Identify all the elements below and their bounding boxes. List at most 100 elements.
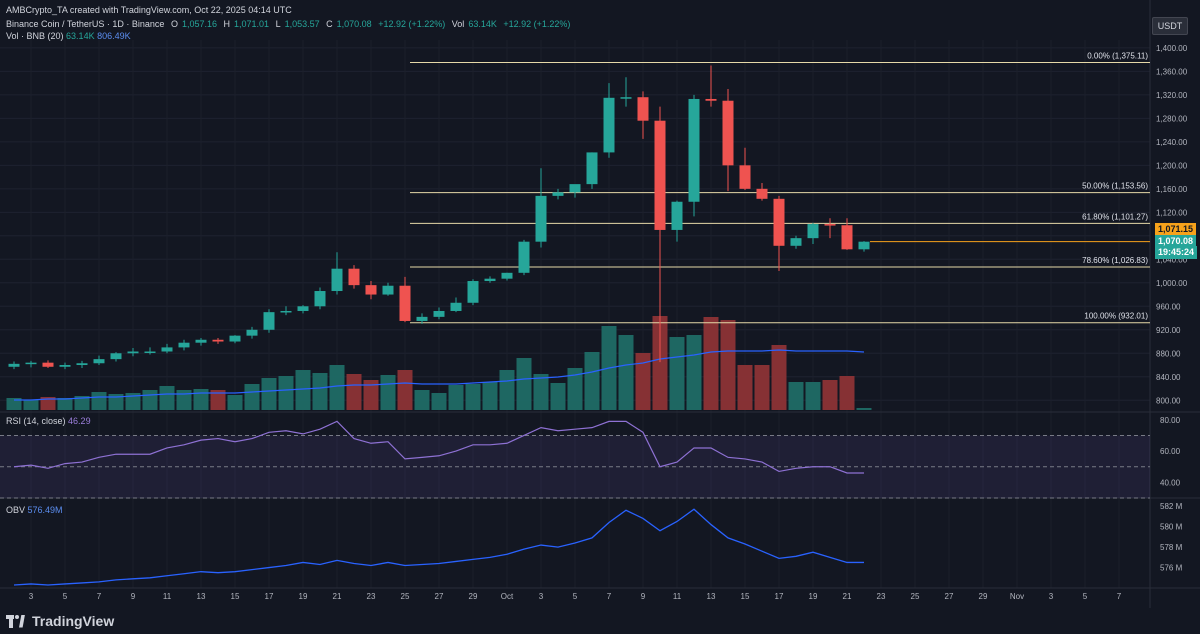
ohlc-row: Binance Coin / TetherUS · 1D · Binance O… — [6, 19, 574, 29]
time-axis-label: 25 — [401, 592, 410, 601]
volume-bar — [210, 390, 226, 410]
volume-bar — [669, 337, 685, 410]
time-axis-label: 5 — [63, 592, 68, 601]
volume-bar — [805, 382, 821, 410]
time-axis-label: 27 — [435, 592, 444, 601]
volume-bar — [754, 365, 770, 410]
candle-body — [620, 97, 632, 99]
obv-legend[interactable]: OBV 576.49M — [6, 505, 63, 515]
fibonacci-retracement[interactable]: 0.00% (1,375.11) 50.00% (1,153.56) 61.80% … — [410, 51, 1150, 324]
candle-body — [654, 120, 666, 230]
candle-body — [501, 272, 513, 279]
candle-body — [824, 224, 836, 226]
candle-body — [433, 310, 445, 317]
vol-change: +12.92 (+1.22%) — [503, 19, 571, 29]
current-price-label: 1,070.08 — [1155, 235, 1197, 248]
time-axis-label: 11 — [163, 592, 172, 601]
volume-bar — [788, 382, 804, 410]
volume-bar — [482, 382, 498, 410]
candle-body — [229, 335, 241, 342]
rsi-value: 46.29 — [68, 416, 91, 426]
time-axis-label: 23 — [877, 592, 886, 601]
time-axis-label: 23 — [367, 592, 376, 601]
chart-credit: AMBCrypto_TA created with TradingView.co… — [6, 5, 292, 15]
candle-body — [756, 188, 768, 199]
time-axis-label: 7 — [97, 592, 102, 601]
open-label: O — [170, 19, 178, 29]
time-axis-label: 27 — [945, 592, 954, 601]
candle-body — [637, 97, 649, 121]
change-value: +12.92 (+1.22%) — [378, 19, 446, 29]
currency-button[interactable]: USDT — [1152, 17, 1188, 35]
price-axis-label: 960.00 — [1156, 302, 1181, 311]
footer-bar — [0, 608, 1200, 634]
volume-bar — [584, 352, 600, 410]
rsi-legend[interactable]: RSI (14, close) 46.29 — [6, 416, 91, 426]
candle-body — [365, 285, 377, 295]
volume-bar — [261, 378, 277, 410]
volume-ma-line — [14, 349, 865, 401]
price-axis-label: 1,280.00 — [1156, 114, 1188, 123]
open-value: 1,057.16 — [181, 19, 217, 29]
candle-body — [212, 339, 224, 342]
tradingview-logo[interactable]: TradingView — [6, 613, 114, 629]
candle-body — [688, 98, 700, 202]
volume-bar — [278, 376, 294, 410]
time-axis-label: 3 — [1049, 592, 1054, 601]
obv-axis-label: 582 M — [1160, 502, 1183, 511]
volume-bar — [363, 380, 379, 410]
volume-indicator-legend[interactable]: Vol · BNB (20) 63.14K 806.49K — [6, 31, 131, 41]
time-axis-label: 21 — [843, 592, 852, 601]
candle-body — [671, 201, 683, 230]
volume-indicator-v2: 806.49K — [97, 31, 131, 41]
volume-bar — [567, 368, 583, 410]
price-axis-label: 920.00 — [1156, 326, 1181, 335]
volume-bar — [499, 370, 515, 410]
volume-bar — [142, 390, 158, 410]
candle-body — [773, 198, 785, 246]
volume-bar — [414, 390, 430, 410]
candle-body — [518, 241, 530, 273]
rsi-pane: 80.00 60.00 40.00 — [0, 416, 1181, 499]
candle-body — [382, 285, 394, 295]
volume-bar — [737, 365, 753, 410]
rsi-line — [13, 420, 864, 474]
volume-bar — [91, 392, 107, 410]
volume-bar — [176, 390, 192, 410]
volume-bar — [295, 370, 311, 410]
volume-bar — [193, 389, 209, 410]
candle-body — [569, 184, 581, 193]
candle-body — [416, 316, 428, 321]
price-axis-label: 1,200.00 — [1156, 161, 1188, 170]
volume-bar — [6, 398, 22, 410]
candle-body — [59, 365, 71, 367]
price-axis-label: 1,120.00 — [1156, 208, 1188, 217]
time-axis-label: 7 — [607, 592, 612, 601]
price-axis-label: 1,360.00 — [1156, 67, 1188, 76]
candle-body — [8, 363, 20, 367]
fib-level-label: 50.00% (1,153.56) — [1082, 182, 1148, 191]
time-axis-label: 11 — [673, 592, 682, 601]
volume-bar — [397, 370, 413, 410]
candle-body — [110, 353, 122, 360]
time-axis-label: 29 — [469, 592, 478, 601]
candle-body — [484, 278, 496, 282]
candle-body — [807, 224, 819, 239]
candle-body — [535, 195, 547, 242]
obv-value: 576.49M — [27, 505, 63, 515]
fib-level-label: 78.60% (1,026.83) — [1082, 256, 1148, 265]
volume-bar — [159, 386, 175, 410]
rsi-axis-label: 80.00 — [1160, 416, 1181, 425]
volume-bar — [108, 394, 124, 410]
price-axis-label: 1,000.00 — [1156, 279, 1188, 288]
candle-body — [858, 241, 870, 250]
time-axis-label: 19 — [299, 592, 308, 601]
obv-axis-label: 576 M — [1160, 564, 1183, 573]
volume-bar — [720, 320, 736, 410]
rsi-axis-label: 40.00 — [1160, 478, 1181, 487]
volume-bar — [74, 396, 90, 410]
grid-lines — [0, 0, 1200, 608]
obv-label: OBV — [6, 505, 26, 515]
obv-axis-label: 580 M — [1160, 523, 1183, 532]
